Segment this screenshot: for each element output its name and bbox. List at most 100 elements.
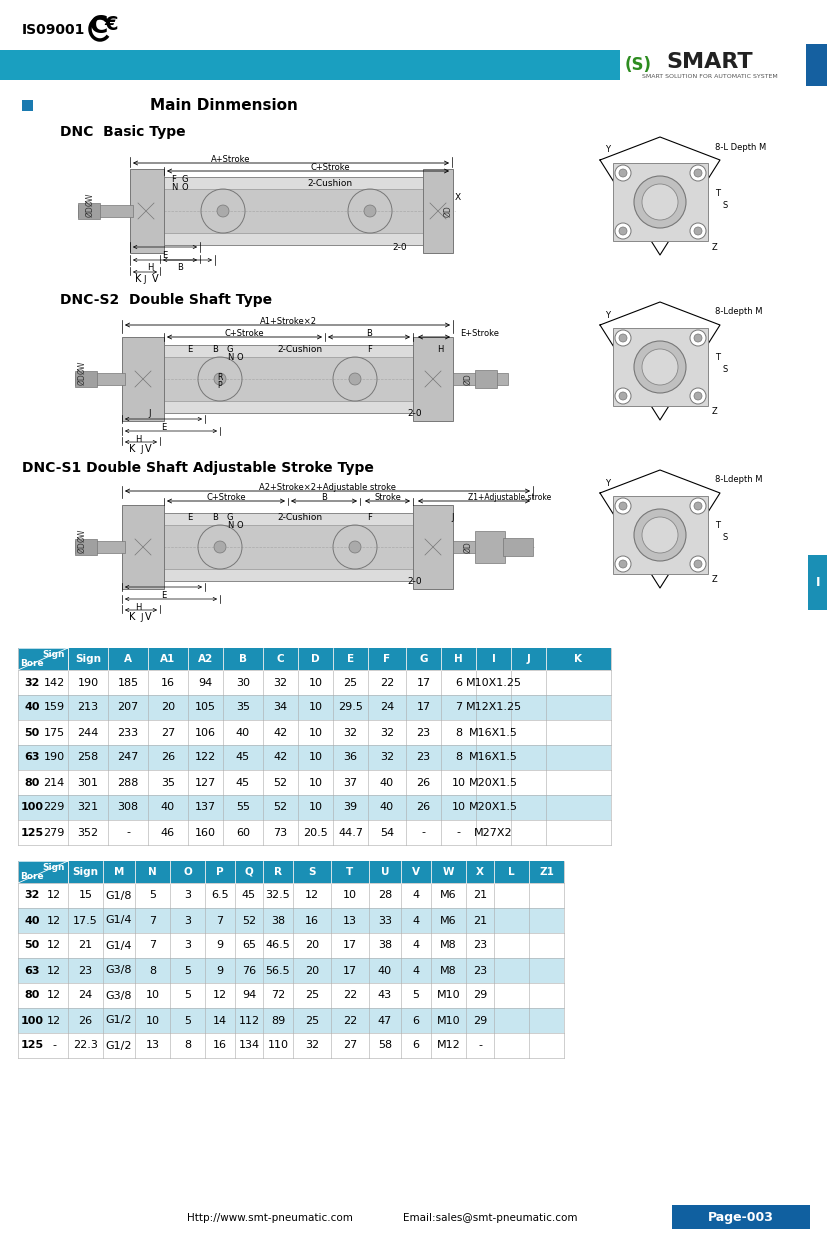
Text: F: F xyxy=(367,345,372,354)
Text: T: T xyxy=(715,188,719,198)
Text: J: J xyxy=(452,513,454,522)
Text: Http://www.smt-pneumatic.com: Http://www.smt-pneumatic.com xyxy=(187,1213,352,1223)
Text: ØD: ØD xyxy=(463,542,472,553)
Text: B: B xyxy=(177,264,183,273)
Bar xyxy=(18,647,68,670)
Text: 80: 80 xyxy=(24,777,40,788)
Text: 40: 40 xyxy=(380,803,394,813)
Text: C: C xyxy=(90,14,108,39)
Text: 10: 10 xyxy=(308,702,322,712)
Text: H: H xyxy=(146,264,153,273)
Text: T: T xyxy=(715,522,719,530)
Text: 8-L Depth M: 8-L Depth M xyxy=(715,142,765,152)
Text: A1: A1 xyxy=(160,654,175,664)
Text: 37: 37 xyxy=(343,777,357,788)
Text: 38: 38 xyxy=(270,915,284,925)
Text: B: B xyxy=(239,654,246,664)
Text: 10: 10 xyxy=(308,677,322,687)
Text: B: B xyxy=(321,493,327,502)
Text: 25: 25 xyxy=(304,991,318,1001)
Bar xyxy=(452,374,508,385)
Text: 40: 40 xyxy=(380,777,394,788)
Text: K: K xyxy=(129,613,135,622)
Text: 44.7: 44.7 xyxy=(337,828,362,838)
Text: ØW: ØW xyxy=(85,192,94,205)
Text: 32: 32 xyxy=(343,727,357,737)
Text: 40: 40 xyxy=(24,915,40,925)
Bar xyxy=(122,505,164,589)
Text: M6: M6 xyxy=(440,890,457,900)
Bar xyxy=(160,177,424,245)
Text: V: V xyxy=(145,613,151,622)
Text: N: N xyxy=(170,183,177,192)
Text: 190: 190 xyxy=(43,752,65,762)
Text: C: C xyxy=(276,654,284,664)
Circle shape xyxy=(689,388,705,403)
Bar xyxy=(612,327,707,406)
Text: E: E xyxy=(187,513,193,522)
Text: W: W xyxy=(442,867,454,876)
Text: 23: 23 xyxy=(416,727,430,737)
Text: M27X2: M27X2 xyxy=(474,828,512,838)
Circle shape xyxy=(693,502,701,510)
Bar xyxy=(75,371,97,387)
Text: G1/4: G1/4 xyxy=(106,940,132,950)
Text: Z1: Z1 xyxy=(538,867,553,876)
Text: 26: 26 xyxy=(160,752,174,762)
Text: 40: 40 xyxy=(377,966,392,976)
Bar xyxy=(160,357,414,401)
Text: 24: 24 xyxy=(79,991,93,1001)
Text: 20: 20 xyxy=(160,702,174,712)
Text: H: H xyxy=(135,435,141,443)
Circle shape xyxy=(213,374,226,385)
Text: 10: 10 xyxy=(308,752,322,762)
Bar xyxy=(18,647,610,670)
Text: 16: 16 xyxy=(304,915,318,925)
Bar xyxy=(78,203,100,219)
Text: 32: 32 xyxy=(24,677,40,687)
Text: Bore: Bore xyxy=(20,873,44,881)
Circle shape xyxy=(689,223,705,239)
Bar xyxy=(807,555,827,610)
Text: Page-003: Page-003 xyxy=(707,1210,773,1224)
Text: G: G xyxy=(227,345,233,354)
Circle shape xyxy=(693,169,701,177)
Text: P: P xyxy=(216,867,223,876)
Text: 29: 29 xyxy=(472,1016,486,1026)
Text: Bore: Bore xyxy=(20,660,44,669)
Text: 9: 9 xyxy=(216,940,223,950)
Text: 5: 5 xyxy=(412,991,419,1001)
Text: V: V xyxy=(412,867,419,876)
Text: 27: 27 xyxy=(342,1041,356,1051)
Text: 8: 8 xyxy=(184,1041,191,1051)
Text: G: G xyxy=(227,513,233,522)
Bar xyxy=(130,169,164,253)
Circle shape xyxy=(693,334,701,342)
Circle shape xyxy=(693,392,701,400)
Text: F: F xyxy=(367,513,372,522)
Text: A: A xyxy=(124,654,131,664)
Text: 17: 17 xyxy=(342,966,356,976)
Text: 10: 10 xyxy=(308,727,322,737)
Text: S: S xyxy=(721,366,727,375)
Text: 65: 65 xyxy=(241,940,256,950)
Text: S: S xyxy=(308,867,315,876)
Circle shape xyxy=(633,341,686,393)
Text: C+Stroke: C+Stroke xyxy=(206,493,246,502)
Text: 32: 32 xyxy=(380,727,394,737)
Text: 34: 34 xyxy=(273,702,287,712)
Text: M16X1.5: M16X1.5 xyxy=(469,727,518,737)
Bar xyxy=(18,862,68,883)
Text: 8-Ldepth M: 8-Ldepth M xyxy=(715,476,762,484)
Text: 94: 94 xyxy=(241,991,256,1001)
Text: 26: 26 xyxy=(416,803,430,813)
Text: -: - xyxy=(126,828,130,838)
Text: 2-0: 2-0 xyxy=(407,408,422,417)
Bar xyxy=(18,796,610,820)
Text: -: - xyxy=(52,1041,56,1051)
Circle shape xyxy=(614,498,630,514)
Bar xyxy=(18,745,610,769)
Text: 10: 10 xyxy=(146,991,160,1001)
Text: 39: 39 xyxy=(343,803,357,813)
Text: 10: 10 xyxy=(342,890,356,900)
